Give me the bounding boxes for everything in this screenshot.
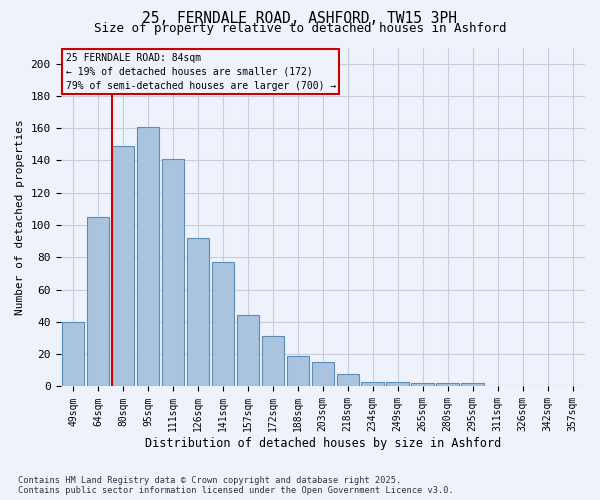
- Bar: [287, 356, 309, 386]
- Text: 25 FERNDALE ROAD: 84sqm
← 19% of detached houses are smaller (172)
79% of semi-d: 25 FERNDALE ROAD: 84sqm ← 19% of detache…: [66, 52, 336, 90]
- Bar: [337, 374, 359, 386]
- Bar: [386, 382, 409, 386]
- Y-axis label: Number of detached properties: Number of detached properties: [15, 119, 25, 315]
- Bar: [137, 126, 159, 386]
- Text: Contains HM Land Registry data © Crown copyright and database right 2025.
Contai: Contains HM Land Registry data © Crown c…: [18, 476, 454, 495]
- X-axis label: Distribution of detached houses by size in Ashford: Distribution of detached houses by size …: [145, 437, 501, 450]
- Bar: [412, 383, 434, 386]
- Bar: [262, 336, 284, 386]
- Bar: [112, 146, 134, 386]
- Text: 25, FERNDALE ROAD, ASHFORD, TW15 3PH: 25, FERNDALE ROAD, ASHFORD, TW15 3PH: [143, 11, 458, 26]
- Bar: [461, 383, 484, 386]
- Text: Size of property relative to detached houses in Ashford: Size of property relative to detached ho…: [94, 22, 506, 35]
- Bar: [311, 362, 334, 386]
- Bar: [212, 262, 234, 386]
- Bar: [436, 383, 459, 386]
- Bar: [236, 316, 259, 386]
- Bar: [161, 159, 184, 386]
- Bar: [187, 238, 209, 386]
- Bar: [62, 322, 84, 386]
- Bar: [361, 382, 384, 386]
- Bar: [87, 217, 109, 386]
